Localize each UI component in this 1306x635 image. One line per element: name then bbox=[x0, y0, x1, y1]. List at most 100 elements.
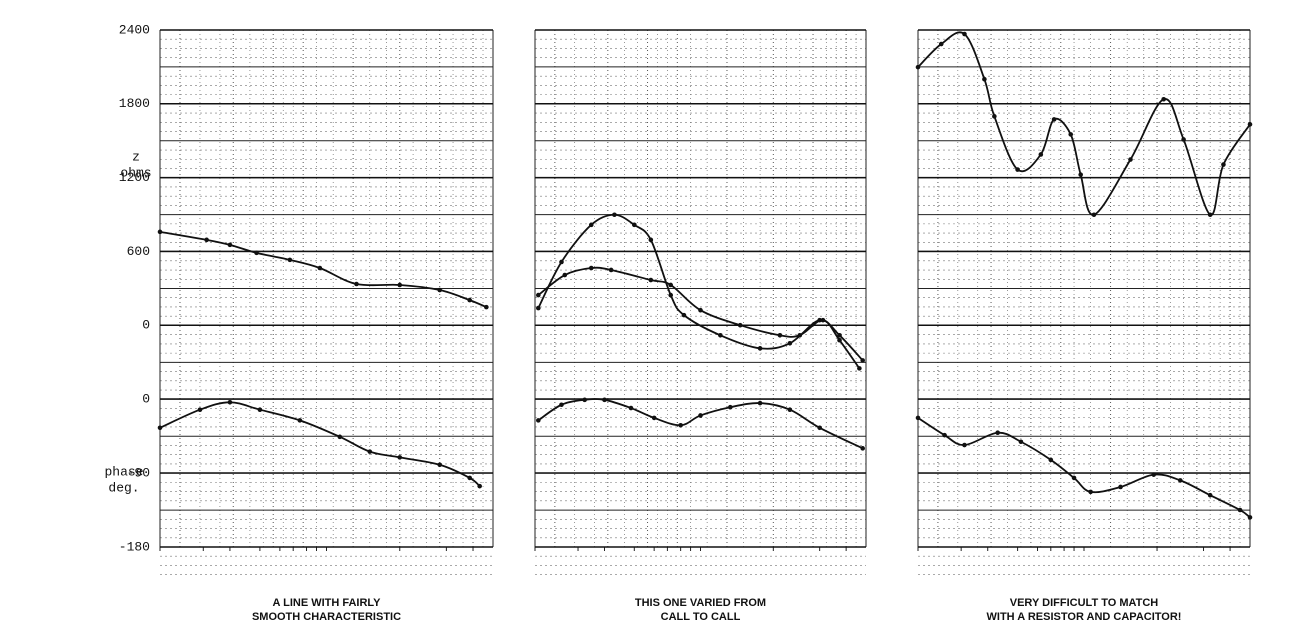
data-point bbox=[467, 475, 472, 481]
y-tick-label: 600 bbox=[127, 244, 150, 259]
data-point bbox=[718, 332, 723, 338]
data-point bbox=[797, 332, 803, 338]
data-point bbox=[698, 307, 703, 313]
y2-label: phase bbox=[104, 464, 143, 479]
data-point bbox=[477, 483, 482, 489]
caption: THIS ONE VARIED FROM bbox=[635, 597, 766, 609]
data-point bbox=[1088, 489, 1093, 495]
data-point bbox=[962, 31, 967, 37]
y-tick-label: 1200 bbox=[119, 170, 150, 185]
data-point bbox=[608, 267, 614, 273]
caption: CALL TO CALL bbox=[661, 611, 741, 623]
data-point bbox=[297, 418, 303, 423]
data-point bbox=[982, 76, 987, 82]
data-point bbox=[397, 455, 403, 460]
y-label: ohms bbox=[120, 165, 151, 180]
data-line bbox=[537, 398, 864, 450]
data-point bbox=[651, 415, 657, 421]
data-point bbox=[437, 462, 443, 468]
data-point bbox=[602, 397, 607, 403]
y-tick-label: 1800 bbox=[119, 96, 150, 111]
data-point bbox=[698, 413, 703, 418]
data-point bbox=[354, 281, 359, 287]
data-point bbox=[1091, 212, 1097, 218]
data-point bbox=[1177, 478, 1183, 483]
data-point bbox=[1151, 472, 1157, 477]
data-line bbox=[537, 213, 864, 361]
data-point bbox=[1051, 117, 1057, 122]
data-point bbox=[536, 418, 541, 423]
data-point bbox=[157, 229, 163, 235]
data-point bbox=[254, 250, 259, 256]
data-point bbox=[962, 442, 967, 448]
data-point bbox=[227, 242, 233, 248]
data-point bbox=[562, 272, 568, 278]
data-point bbox=[317, 265, 323, 271]
data-point bbox=[1207, 492, 1213, 498]
data-point bbox=[757, 400, 763, 406]
data-point bbox=[1221, 162, 1226, 167]
data-point bbox=[467, 297, 472, 303]
data-point bbox=[582, 397, 587, 403]
data-point bbox=[1068, 132, 1074, 137]
data-point bbox=[787, 407, 793, 412]
data-point bbox=[678, 423, 683, 428]
data-point bbox=[938, 41, 944, 47]
data-point bbox=[1237, 507, 1243, 513]
caption: A LINE WITH FAIRLY bbox=[273, 597, 382, 609]
data-point bbox=[1207, 212, 1213, 218]
data-point bbox=[1128, 157, 1133, 162]
data-point bbox=[668, 292, 674, 298]
data-point bbox=[837, 337, 842, 343]
data-point bbox=[1048, 457, 1054, 463]
caption: VERY DIFFICULT TO MATCH bbox=[1010, 597, 1159, 609]
caption: SMOOTH CHARACTERISTIC bbox=[252, 611, 401, 623]
data-point bbox=[942, 432, 947, 438]
data-point bbox=[204, 237, 209, 243]
y2-tick-label: -180 bbox=[119, 539, 150, 554]
data-point bbox=[632, 222, 637, 228]
data-point bbox=[337, 434, 343, 440]
data-point bbox=[1015, 167, 1020, 172]
data-point bbox=[157, 425, 163, 431]
data-line bbox=[917, 31, 1251, 216]
data-point bbox=[367, 449, 373, 454]
data-point bbox=[1118, 484, 1123, 490]
data-point bbox=[1071, 475, 1077, 481]
data-point bbox=[536, 305, 541, 311]
data-point bbox=[588, 265, 594, 271]
data-point bbox=[1038, 152, 1044, 157]
data-point bbox=[737, 322, 743, 328]
data-point bbox=[397, 282, 403, 288]
data-point bbox=[648, 277, 654, 283]
data-point bbox=[227, 399, 233, 405]
data-point bbox=[648, 237, 654, 243]
data-point bbox=[915, 415, 921, 421]
data-line bbox=[159, 230, 487, 308]
y2-tick-label: 0 bbox=[142, 391, 150, 406]
y-label: z bbox=[132, 149, 140, 164]
y2-tick-label: -90 bbox=[127, 465, 150, 480]
data-point bbox=[257, 407, 263, 412]
data-point bbox=[559, 259, 564, 265]
data-point bbox=[588, 222, 594, 228]
data-point bbox=[837, 332, 842, 338]
y2-label: deg. bbox=[108, 480, 139, 495]
data-point bbox=[1161, 96, 1166, 102]
data-point bbox=[536, 292, 541, 298]
data-point bbox=[197, 407, 203, 412]
data-point bbox=[559, 402, 564, 408]
data-point bbox=[820, 317, 826, 323]
data-point bbox=[484, 304, 489, 310]
data-point bbox=[1181, 137, 1186, 142]
data-point bbox=[777, 332, 783, 338]
data-point bbox=[817, 425, 822, 431]
data-point bbox=[757, 346, 763, 351]
data-point bbox=[860, 446, 865, 451]
data-point bbox=[860, 358, 865, 363]
data-point bbox=[287, 257, 293, 263]
caption: WITH A RESISTOR AND CAPACITOR! bbox=[987, 611, 1182, 623]
data-point bbox=[681, 312, 687, 318]
data-point bbox=[1078, 172, 1083, 177]
data-point bbox=[668, 282, 674, 288]
